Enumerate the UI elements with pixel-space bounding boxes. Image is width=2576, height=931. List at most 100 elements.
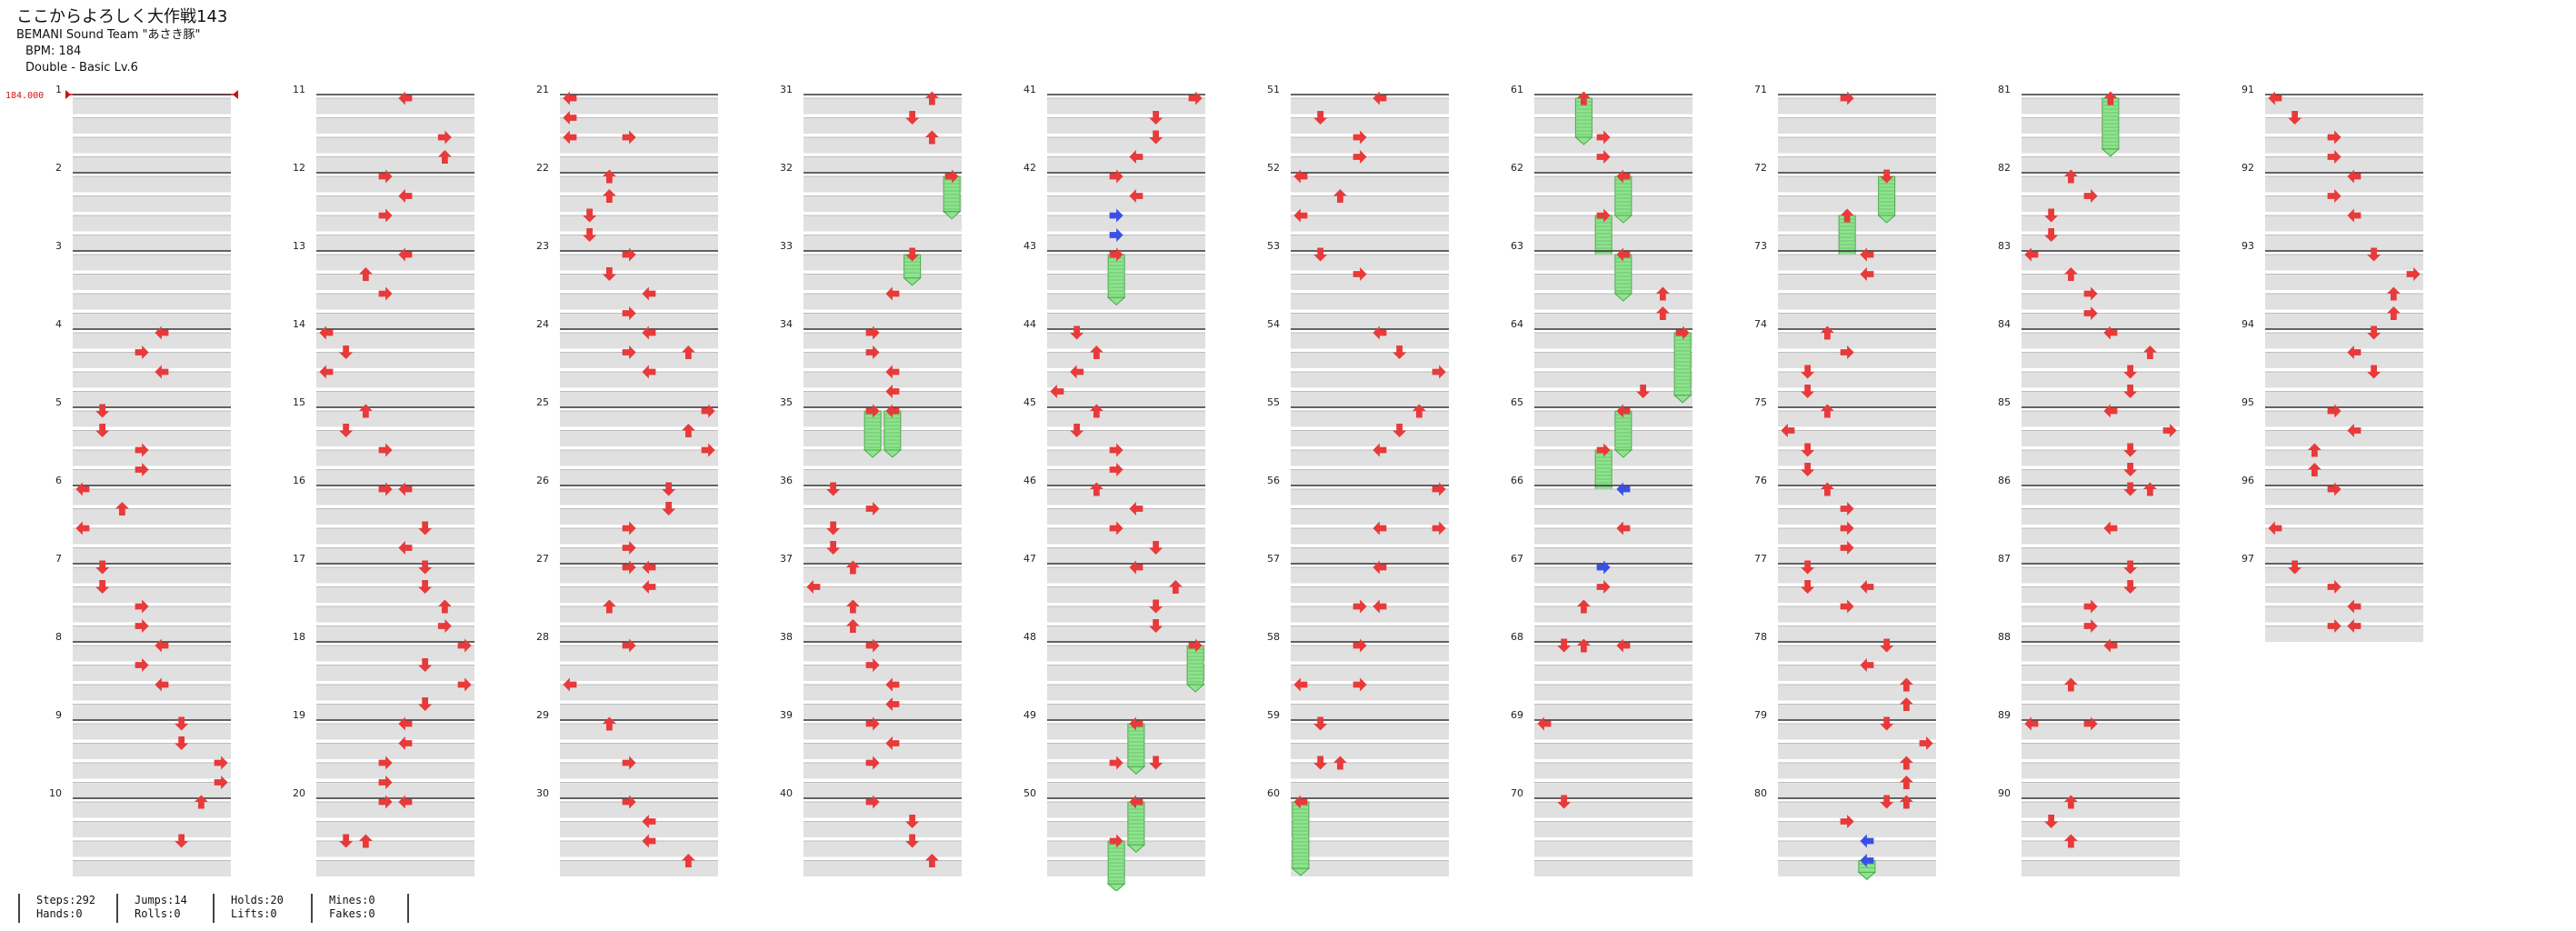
- beat-band: [1778, 255, 1936, 271]
- beat-band: [1291, 333, 1449, 349]
- beat-band: [560, 333, 718, 349]
- beat-band: [804, 685, 962, 701]
- beat-band: [1534, 821, 1692, 837]
- beat-band: [2022, 489, 2180, 506]
- right-arrow-icon: [1840, 541, 1854, 555]
- down-arrow-icon: [826, 482, 841, 496]
- measure-44: 44: [1023, 318, 1205, 407]
- up-arrow-icon: [115, 502, 129, 516]
- left-arrow-icon: [642, 560, 656, 575]
- beat-band: [2022, 743, 2180, 759]
- beat-band: [73, 352, 231, 368]
- measure-number: 60: [1267, 787, 1280, 799]
- beat-band: [1778, 372, 1936, 388]
- down-arrow-icon: [1149, 541, 1163, 555]
- beat-band: [804, 665, 962, 681]
- beat-band: [316, 860, 474, 876]
- hold-note: [1126, 723, 1146, 775]
- left-arrow-icon: [1293, 795, 1308, 809]
- measure-72: 72: [1754, 162, 1936, 263]
- beat-band: [1047, 626, 1205, 642]
- measure-81: 81: [1998, 84, 2180, 173]
- down-arrow-icon: [2123, 443, 2138, 457]
- right-arrow-icon: [1840, 815, 1854, 828]
- measure-number: 48: [1023, 631, 1036, 643]
- beat-band: [1778, 156, 1936, 173]
- beat-band: [316, 626, 474, 642]
- up-arrow-icon: [845, 560, 860, 575]
- up-arrow-icon: [2063, 834, 2078, 848]
- measure-70: 70: [1511, 787, 1692, 876]
- beat-band: [73, 528, 231, 545]
- beat-band: [73, 117, 231, 134]
- beat-band: [2022, 724, 2180, 740]
- beat-band: [1047, 802, 1205, 818]
- measure-number: 58: [1267, 631, 1280, 643]
- right-arrow-icon: [1840, 345, 1854, 359]
- left-arrow-icon: [1616, 247, 1631, 262]
- right-arrow-icon: [2327, 404, 2341, 418]
- beat-band: [1047, 724, 1205, 740]
- beat-band: [1047, 489, 1205, 506]
- beat-band: [1291, 274, 1449, 290]
- up-arrow-icon: [1576, 599, 1591, 614]
- beat-band: [2265, 137, 2423, 154]
- up-arrow-icon: [1840, 208, 1854, 223]
- down-arrow-icon: [418, 697, 433, 711]
- bpm-marker-start: [65, 90, 71, 99]
- measure-75: 75: [1754, 396, 1936, 486]
- hold-tail: [2101, 148, 2121, 157]
- measure-number: 43: [1023, 240, 1036, 252]
- beat-band: [73, 411, 231, 427]
- measure-93: 93: [2242, 240, 2423, 329]
- beat-band: [1291, 841, 1449, 857]
- measure-number: 95: [2242, 396, 2254, 408]
- measure-number: 52: [1267, 162, 1280, 174]
- right-arrow-icon: [378, 795, 393, 809]
- right-arrow-icon: [1109, 521, 1123, 536]
- down-arrow-icon: [1149, 130, 1163, 145]
- beat-band: [73, 195, 231, 212]
- beat-band: [804, 294, 962, 310]
- measure-number: 70: [1511, 787, 1523, 799]
- measure-number: 23: [536, 240, 549, 252]
- up-arrow-icon: [602, 169, 616, 184]
- measure-number: 1: [55, 84, 62, 95]
- beat-band: [1778, 294, 1936, 310]
- measure-27: 27: [536, 553, 718, 642]
- beat-band: [73, 137, 231, 154]
- beat-band: [1291, 98, 1449, 115]
- right-arrow-icon: [2327, 580, 2341, 594]
- beat-band: [1291, 450, 1449, 466]
- left-arrow-icon: [1373, 560, 1387, 575]
- hold-tail: [1126, 766, 1146, 775]
- right-arrow-icon: [1840, 502, 1854, 516]
- beat-band: [2022, 137, 2180, 154]
- beat-band: [316, 372, 474, 388]
- beat-band: [560, 156, 718, 173]
- measure-number: 94: [2242, 318, 2254, 330]
- down-arrow-icon: [418, 658, 433, 672]
- hold-note: [1613, 254, 1633, 302]
- down-arrow-icon: [1636, 385, 1651, 398]
- measure-number: 71: [1754, 84, 1767, 95]
- beat-band: [1534, 137, 1692, 154]
- right-arrow-icon: [2083, 189, 2098, 203]
- beat-band: [1534, 489, 1692, 506]
- beat-band: [804, 743, 962, 759]
- measure-68: 68: [1511, 631, 1692, 720]
- left-arrow-icon: [75, 482, 90, 496]
- hold-tail: [1613, 449, 1633, 458]
- beat-band: [1534, 704, 1692, 720]
- up-arrow-icon: [2307, 443, 2321, 457]
- beat-band: [316, 430, 474, 446]
- beat-band: [316, 508, 474, 525]
- hold-body: [1292, 801, 1310, 869]
- up-arrow-icon: [1899, 677, 1913, 692]
- measure-number: 69: [1511, 709, 1523, 721]
- down-arrow-icon: [2123, 463, 2138, 476]
- beat-band: [2022, 821, 2180, 837]
- beat-band: [316, 235, 474, 251]
- beat-band: [1778, 606, 1936, 623]
- right-arrow-icon: [1353, 677, 1367, 692]
